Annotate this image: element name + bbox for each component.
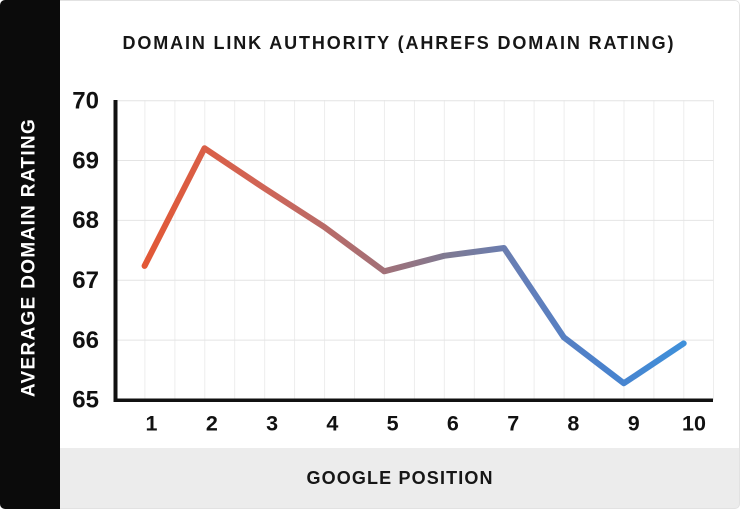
svg-text:1: 1 <box>146 412 158 436</box>
svg-text:8: 8 <box>567 412 579 436</box>
svg-text:4: 4 <box>326 412 338 436</box>
svg-text:6: 6 <box>447 412 459 436</box>
svg-text:68: 68 <box>72 207 99 234</box>
svg-text:2: 2 <box>206 412 218 436</box>
svg-text:10: 10 <box>682 412 706 436</box>
svg-text:67: 67 <box>72 267 99 294</box>
svg-text:5: 5 <box>387 412 399 436</box>
svg-text:3: 3 <box>266 412 278 436</box>
svg-text:69: 69 <box>72 147 99 174</box>
svg-text:9: 9 <box>628 412 640 436</box>
svg-text:70: 70 <box>72 88 99 115</box>
svg-text:65: 65 <box>72 387 99 414</box>
svg-text:7: 7 <box>507 412 519 436</box>
svg-text:66: 66 <box>72 327 99 354</box>
